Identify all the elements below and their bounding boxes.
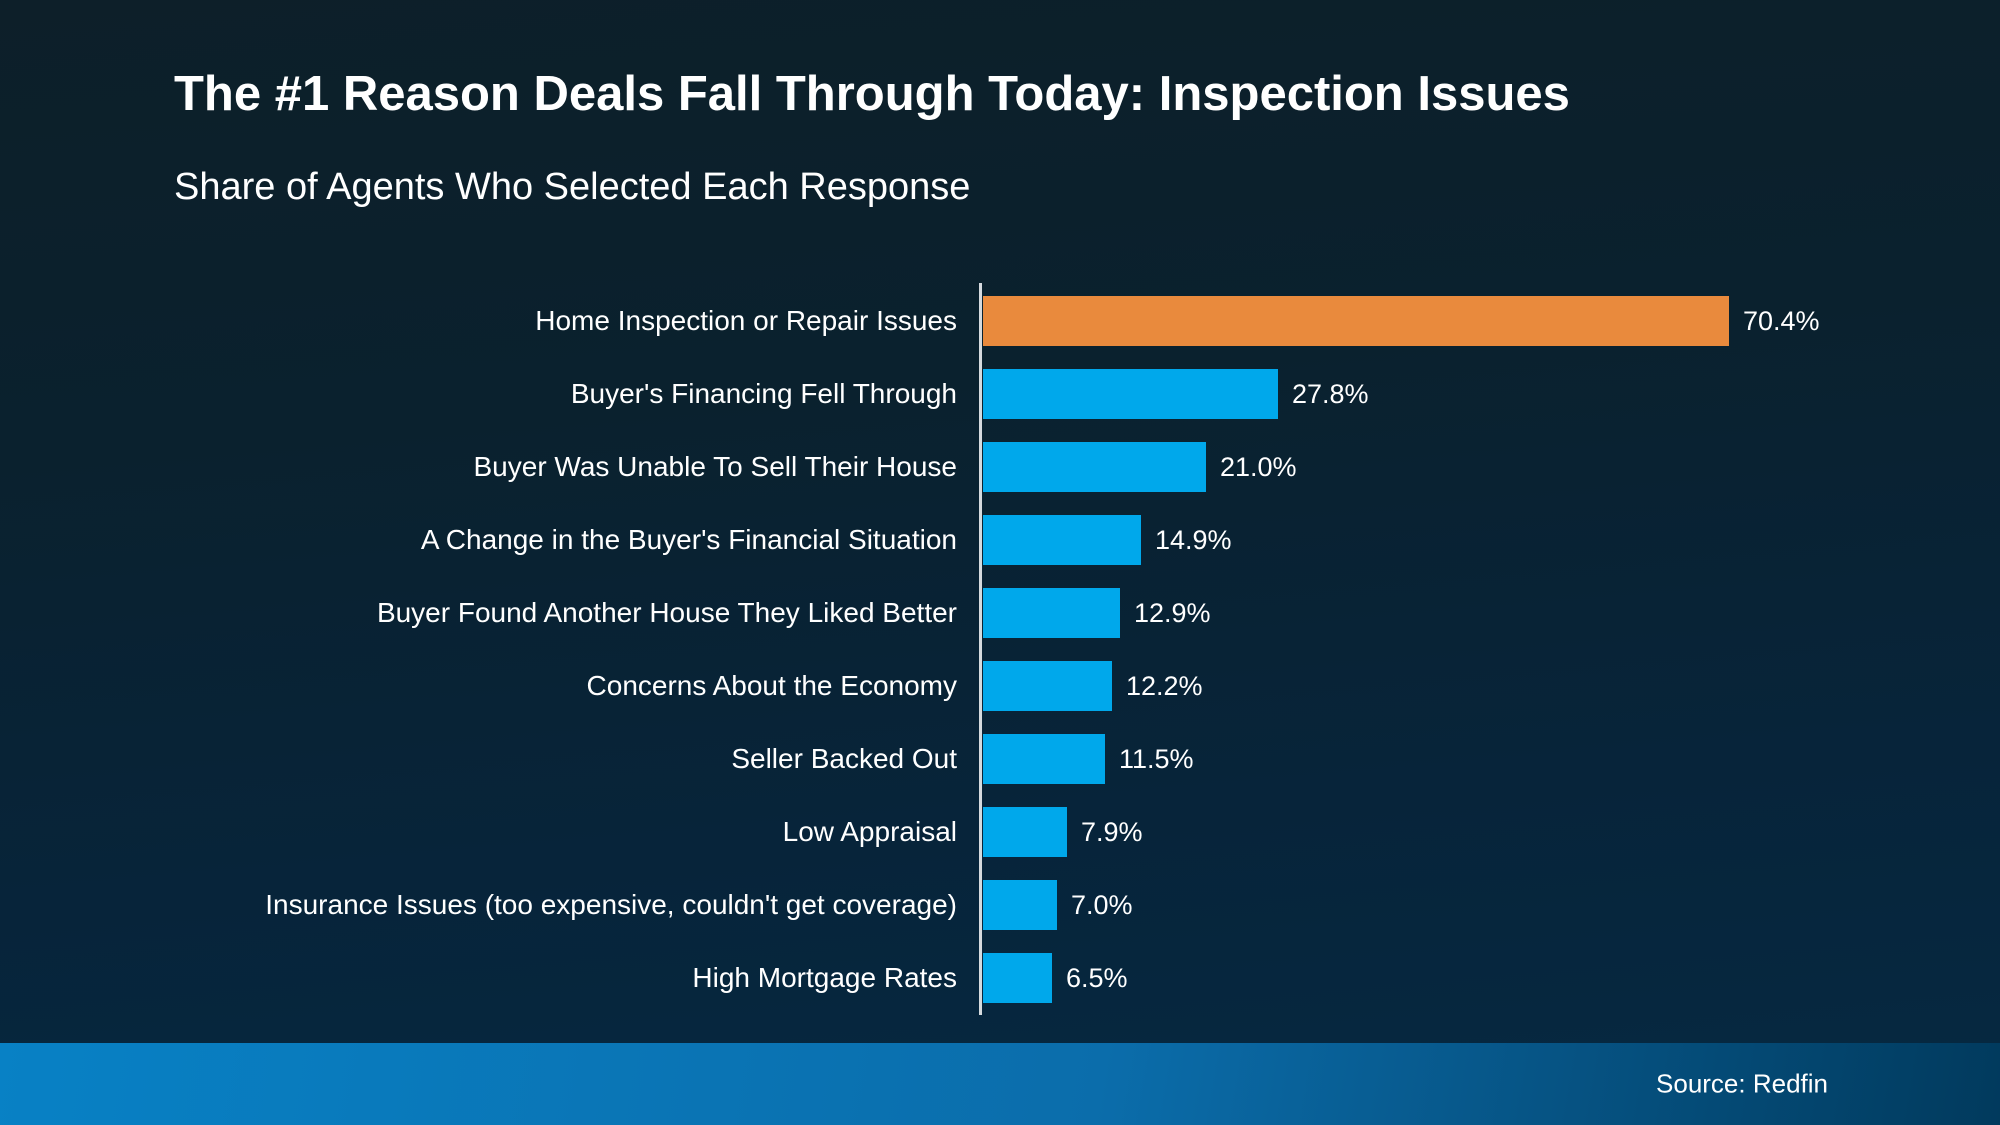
chart-row: High Mortgage Rates 6.5% [0, 953, 2000, 1003]
bar [983, 442, 1206, 492]
value-label: 7.9% [1081, 816, 1143, 847]
category-label: A Change in the Buyer's Financial Situat… [420, 523, 957, 555]
bar-track: 12.2% [983, 661, 1203, 711]
value-label: 12.2% [1126, 670, 1203, 701]
y-axis-line [979, 283, 982, 1015]
chart-title: The #1 Reason Deals Fall Through Today: … [174, 67, 1570, 121]
category-label: Seller Backed Out [731, 742, 957, 774]
category-label: Buyer's Financing Fell Through [570, 377, 957, 409]
footer-bar: Source: Redfin [0, 1043, 2000, 1125]
chart-row: Home Inspection or Repair Issues 70.4% [0, 296, 2000, 346]
chart-row: Buyer's Financing Fell Through 27.8% [0, 369, 2000, 419]
source-label: Source: Redfin [1656, 1068, 1828, 1099]
bar-track: 7.9% [983, 807, 1143, 857]
bar [983, 953, 1052, 1003]
bar-track: 21.0% [983, 442, 1297, 492]
value-label: 7.0% [1071, 889, 1133, 920]
value-label: 11.5% [1119, 743, 1194, 774]
bar-track: 27.8% [983, 369, 1369, 419]
chart-row: Concerns About the Economy 12.2% [0, 661, 2000, 711]
bar [983, 369, 1278, 419]
value-label: 6.5% [1066, 962, 1128, 993]
chart-rows: Home Inspection or Repair Issues 70.4% B… [0, 296, 2000, 1003]
value-label: 27.8% [1292, 378, 1369, 409]
category-label: Home Inspection or Repair Issues [535, 304, 957, 336]
chart-row: Buyer Found Another House They Liked Bet… [0, 588, 2000, 638]
chart-row: Insurance Issues (too expensive, couldn'… [0, 880, 2000, 930]
category-label: Buyer Found Another House They Liked Bet… [376, 596, 957, 628]
value-label: 14.9% [1155, 524, 1232, 555]
bar-track: 14.9% [983, 515, 1232, 565]
bar [983, 734, 1105, 784]
category-label: Concerns About the Economy [586, 669, 957, 701]
bar-track: 7.0% [983, 880, 1133, 930]
category-label: Buyer Was Unable To Sell Their House [473, 450, 958, 482]
chart-row: A Change in the Buyer's Financial Situat… [0, 515, 2000, 565]
bar [983, 661, 1112, 711]
value-label: 70.4% [1743, 305, 1820, 336]
bar-chart: Home Inspection or Repair Issues 70.4% B… [0, 283, 2000, 1015]
bar-track: 12.9% [983, 588, 1211, 638]
bar-track: 11.5% [983, 734, 1194, 784]
category-label: Low Appraisal [782, 815, 957, 847]
chart-row: Buyer Was Unable To Sell Their House 21.… [0, 442, 2000, 492]
bar [983, 296, 1729, 346]
category-label: Insurance Issues (too expensive, couldn'… [265, 888, 957, 920]
category-label: High Mortgage Rates [692, 961, 957, 993]
bar [983, 588, 1120, 638]
value-label: 12.9% [1134, 597, 1211, 628]
bar-track: 6.5% [983, 953, 1128, 1003]
bar-track: 70.4% [983, 296, 1820, 346]
chart-row: Seller Backed Out 11.5% [0, 734, 2000, 784]
bar [983, 880, 1057, 930]
bar [983, 515, 1141, 565]
bar [983, 807, 1067, 857]
value-label: 21.0% [1220, 451, 1297, 482]
chart-row: Low Appraisal 7.9% [0, 807, 2000, 857]
chart-subtitle: Share of Agents Who Selected Each Respon… [174, 166, 971, 208]
